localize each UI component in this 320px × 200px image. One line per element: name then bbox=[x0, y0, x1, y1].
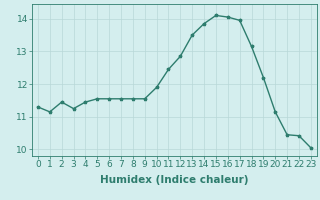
X-axis label: Humidex (Indice chaleur): Humidex (Indice chaleur) bbox=[100, 175, 249, 185]
